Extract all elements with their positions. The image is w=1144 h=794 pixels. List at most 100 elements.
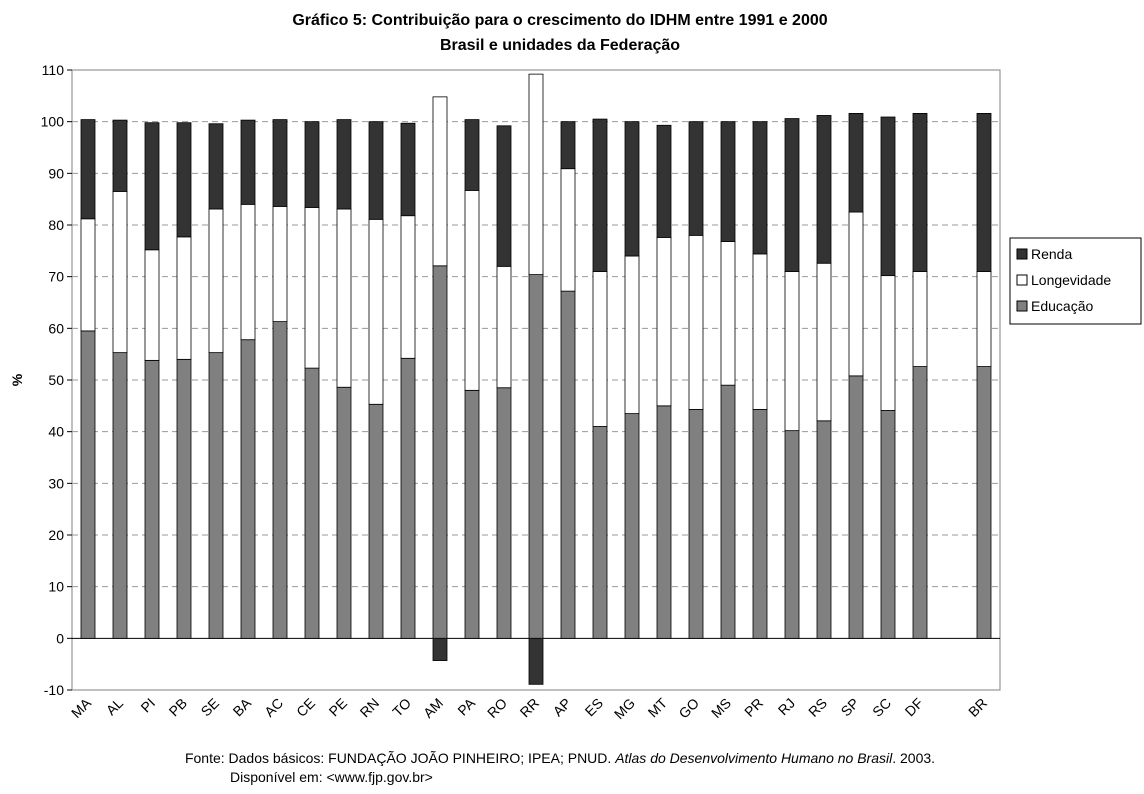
bar-segment bbox=[624, 121, 640, 257]
y-tick-label: 110 bbox=[42, 62, 65, 78]
bar-segment bbox=[592, 426, 608, 639]
y-tick-label: 100 bbox=[41, 114, 65, 130]
bar-segment bbox=[304, 367, 320, 639]
y-tick-label: 60 bbox=[48, 320, 64, 336]
bar-segment bbox=[272, 119, 288, 207]
bar-segment bbox=[880, 116, 896, 277]
bar-segment bbox=[464, 389, 480, 639]
bar-segment bbox=[208, 352, 224, 639]
bar-segment bbox=[592, 118, 608, 272]
bar-segment bbox=[112, 119, 128, 192]
y-tick-label: 50 bbox=[48, 372, 64, 388]
x-tick-label: MA bbox=[68, 694, 95, 721]
bar-segment bbox=[976, 271, 992, 367]
bar-segment bbox=[240, 119, 256, 205]
bar-segment bbox=[400, 215, 416, 359]
bar-segment bbox=[528, 274, 544, 639]
legend-label: Longevidade bbox=[1031, 272, 1111, 288]
bar-segment bbox=[720, 241, 736, 386]
bar-segment bbox=[624, 413, 640, 639]
legend-box bbox=[1009, 237, 1142, 325]
bar-segment bbox=[176, 358, 192, 639]
bar-segment bbox=[208, 208, 224, 354]
bar-segment bbox=[592, 271, 608, 427]
source-prefix: Fonte: Dados básicos: FUNDAÇÃO JOÃO PINH… bbox=[185, 750, 615, 766]
bar-segment bbox=[752, 409, 768, 639]
bar-segment bbox=[752, 253, 768, 410]
bar-segment bbox=[272, 321, 288, 639]
legend-swatch bbox=[1016, 300, 1028, 312]
y-tick-label: 20 bbox=[48, 527, 64, 543]
y-tick-label: 40 bbox=[48, 424, 64, 440]
bar-segment bbox=[784, 271, 800, 432]
x-tick-label: PB bbox=[166, 695, 191, 720]
bar-segment bbox=[688, 409, 704, 639]
x-tick-label: AM bbox=[420, 695, 446, 721]
x-tick-label: RO bbox=[484, 695, 510, 721]
bar-segment bbox=[496, 265, 512, 389]
chart-title: Gráfico 5: Contribuição para o crescimen… bbox=[292, 12, 827, 29]
y-tick-label: -10 bbox=[44, 682, 64, 698]
x-tick-label: PE bbox=[326, 695, 351, 720]
x-tick-label: GO bbox=[675, 695, 702, 722]
bar-segment bbox=[816, 262, 832, 422]
bar-segment bbox=[848, 375, 864, 639]
bar-segment bbox=[80, 119, 96, 220]
legend-swatch bbox=[1016, 248, 1028, 260]
bar-segment bbox=[368, 121, 384, 220]
bar-segment bbox=[720, 121, 736, 242]
bar-segment bbox=[560, 168, 576, 292]
x-tick-label: BR bbox=[965, 695, 990, 720]
y-tick-label: 70 bbox=[48, 269, 64, 285]
bar-segment bbox=[912, 271, 928, 367]
x-tick-label: SC bbox=[869, 695, 894, 720]
x-tick-label: BA bbox=[230, 694, 255, 719]
x-tick-label: RR bbox=[516, 695, 542, 721]
bar-segment bbox=[432, 96, 448, 267]
x-tick-label: PR bbox=[741, 695, 766, 720]
source-italic: Atlas do Desenvolvimento Humano no Brasi… bbox=[614, 750, 893, 766]
bar-segment bbox=[80, 330, 96, 639]
bar-segment bbox=[880, 410, 896, 639]
y-tick-label: 10 bbox=[48, 579, 64, 595]
x-tick-label: RN bbox=[356, 695, 382, 721]
bar-segment bbox=[304, 207, 320, 369]
x-tick-label: TO bbox=[389, 695, 414, 720]
bar-segment bbox=[624, 255, 640, 414]
bar-segment bbox=[336, 386, 352, 639]
bar-segment bbox=[784, 118, 800, 272]
bar-segment bbox=[496, 387, 512, 639]
x-tick-label: RS bbox=[805, 695, 830, 720]
bar-segment bbox=[144, 122, 160, 251]
bar-segment bbox=[912, 113, 928, 272]
bar-segment bbox=[880, 275, 896, 411]
legend-swatch bbox=[1016, 274, 1028, 286]
bar-segment bbox=[752, 121, 768, 255]
legend-label: Educação bbox=[1031, 298, 1093, 314]
bar-segment bbox=[912, 366, 928, 639]
x-tick-label: CE bbox=[293, 695, 318, 720]
bar-segment bbox=[560, 121, 576, 170]
bar-segment bbox=[400, 122, 416, 217]
bar-segment bbox=[976, 366, 992, 639]
y-axis-label: % bbox=[9, 373, 25, 386]
x-tick-label: AL bbox=[103, 695, 127, 719]
bar-segment bbox=[336, 208, 352, 388]
x-tick-label: SE bbox=[198, 695, 223, 720]
y-tick-label: 0 bbox=[56, 630, 64, 646]
bar-segment bbox=[112, 352, 128, 639]
x-tick-label: MT bbox=[645, 694, 671, 720]
x-tick-label: AC bbox=[261, 695, 286, 720]
bar-segment bbox=[272, 205, 288, 323]
bar-segment bbox=[144, 359, 160, 639]
bar-segment bbox=[496, 125, 512, 267]
bar-segment bbox=[144, 249, 160, 361]
bar-segment bbox=[784, 430, 800, 639]
bar-segment bbox=[656, 124, 672, 238]
bar-segment bbox=[656, 405, 672, 639]
bar-segment bbox=[688, 234, 704, 410]
bar-segment bbox=[656, 236, 672, 407]
bar-segment bbox=[112, 191, 128, 354]
bar-segment bbox=[528, 73, 544, 275]
